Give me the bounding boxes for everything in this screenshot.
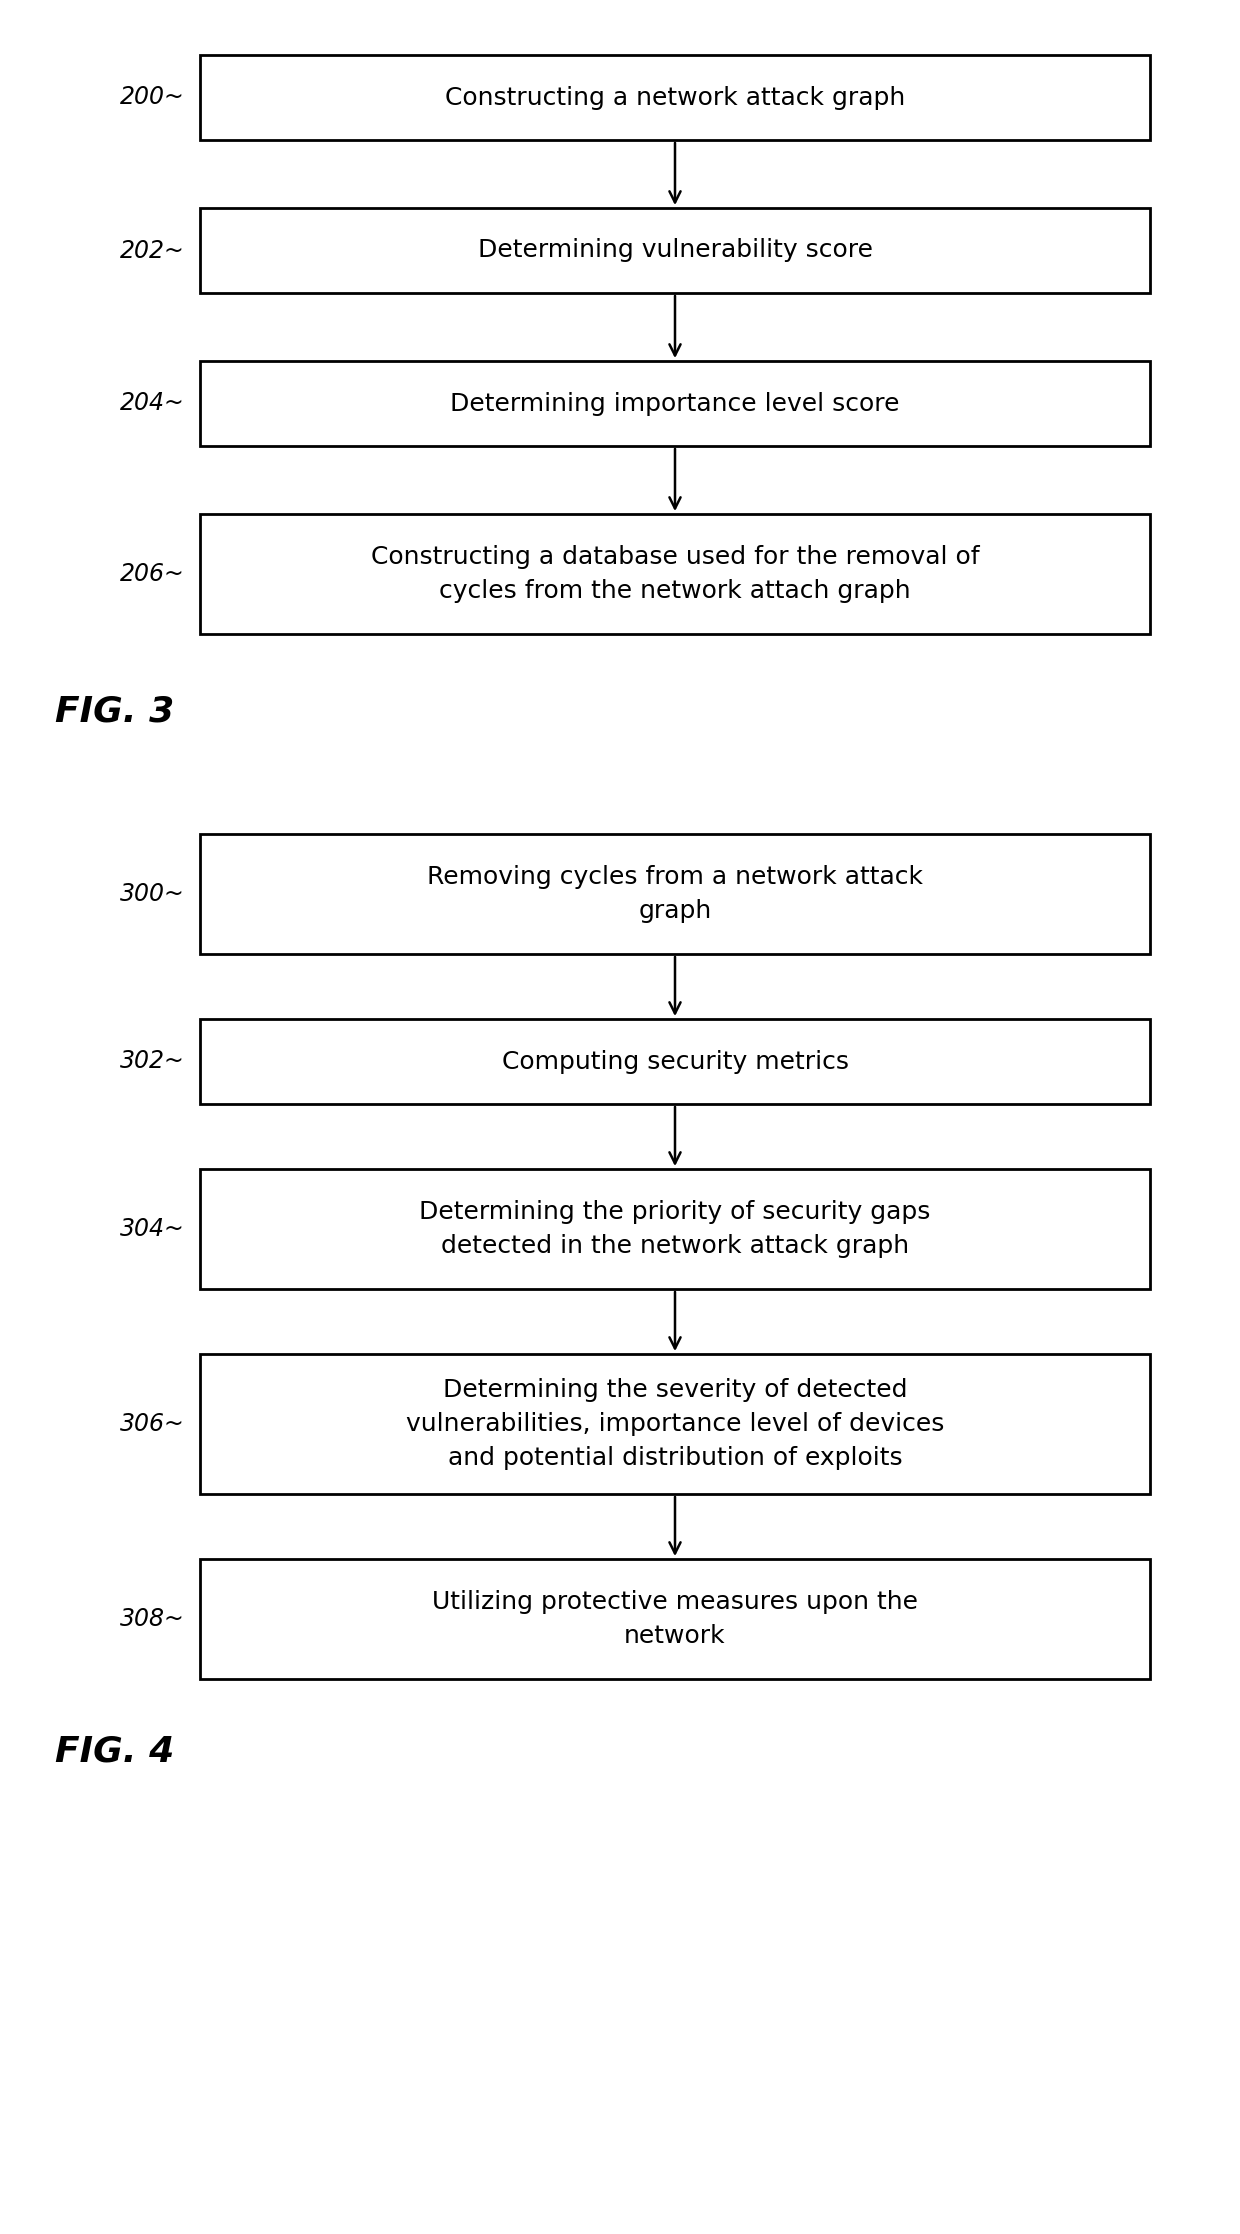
Text: 300~: 300~ [120,882,185,907]
Text: 308~: 308~ [120,1606,185,1631]
Text: FIG. 4: FIG. 4 [55,1734,175,1767]
Text: 304~: 304~ [120,1218,185,1242]
Text: Computing security metrics: Computing security metrics [501,1050,848,1075]
FancyBboxPatch shape [200,1168,1149,1289]
FancyBboxPatch shape [200,833,1149,954]
Text: Constructing a network attack graph: Constructing a network attack graph [445,85,905,109]
Text: Determining vulnerability score: Determining vulnerability score [477,239,873,264]
Text: Determining importance level score: Determining importance level score [450,391,900,416]
Text: 202~: 202~ [120,239,185,264]
Text: 206~: 206~ [120,563,185,585]
FancyBboxPatch shape [200,56,1149,141]
Text: 204~: 204~ [120,391,185,416]
Text: FIG. 3: FIG. 3 [55,695,175,728]
Text: 200~: 200~ [120,85,185,109]
FancyBboxPatch shape [200,1019,1149,1104]
Text: Determining the severity of detected
vulnerabilities, importance level of device: Determining the severity of detected vul… [405,1378,944,1470]
Text: Removing cycles from a network attack
graph: Removing cycles from a network attack gr… [427,865,923,923]
FancyBboxPatch shape [200,1354,1149,1495]
Text: Determining the priority of security gaps
detected in the network attack graph: Determining the priority of security gap… [419,1200,931,1258]
FancyBboxPatch shape [200,362,1149,447]
Text: 302~: 302~ [120,1050,185,1075]
Text: Utilizing protective measures upon the
network: Utilizing protective measures upon the n… [432,1591,918,1649]
Text: Constructing a database used for the removal of
cycles from the network attach g: Constructing a database used for the rem… [371,545,980,603]
FancyBboxPatch shape [200,514,1149,634]
FancyBboxPatch shape [200,208,1149,293]
Text: 306~: 306~ [120,1412,185,1436]
FancyBboxPatch shape [200,1559,1149,1680]
